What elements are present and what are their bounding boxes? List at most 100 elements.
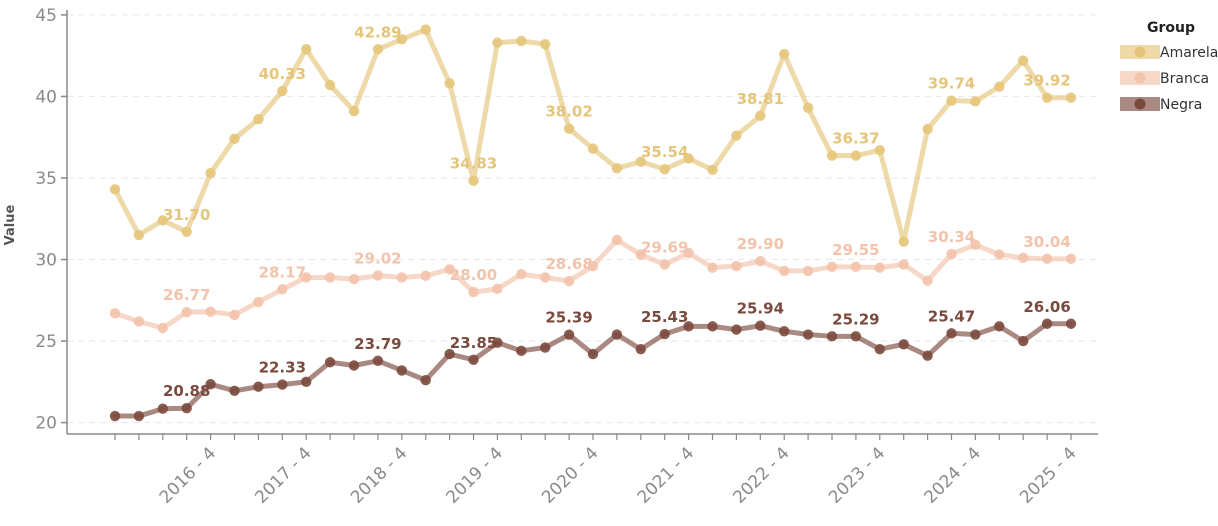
data-label: 26.77 [163, 286, 210, 304]
data-point [253, 381, 264, 392]
x-tick-label: 2022 - 4 [729, 443, 793, 507]
data-point [731, 260, 742, 272]
data-point [1065, 253, 1077, 265]
data-label: 35.54 [641, 143, 688, 161]
series-amarela [109, 24, 1077, 247]
data-point [874, 145, 885, 156]
legend-marker [1134, 72, 1146, 84]
data-point [850, 261, 862, 273]
data-label: 40.33 [259, 65, 306, 83]
data-point [874, 262, 885, 273]
data-point [1018, 335, 1029, 347]
data-label: 28.00 [450, 266, 497, 284]
data-point [922, 350, 933, 361]
data-point [659, 163, 670, 175]
data-point [157, 403, 168, 414]
data-point [850, 331, 862, 342]
data-label: 25.43 [641, 308, 688, 326]
legend-marker [1134, 46, 1146, 58]
data-point [229, 309, 240, 321]
data-point [779, 265, 790, 277]
data-point [229, 385, 240, 396]
data-point [444, 264, 455, 275]
x-tick-label: 2024 - 4 [921, 443, 985, 507]
data-point [468, 175, 479, 186]
data-point [229, 133, 240, 145]
data-point [826, 150, 838, 161]
y-axis-ticks: 20 25 30 35 40 45 [35, 6, 67, 434]
data-point [372, 44, 384, 55]
data-point [970, 239, 981, 251]
data-point [253, 114, 264, 125]
data-point [683, 247, 694, 259]
data-label: 25.39 [545, 309, 592, 327]
data-point [1041, 253, 1053, 265]
data-point [970, 96, 981, 107]
y-tick-label: 25 [35, 332, 57, 352]
x-tick-label: 2020 - 4 [538, 443, 602, 507]
data-point [109, 184, 121, 195]
data-point [181, 306, 192, 318]
data-point [874, 344, 885, 355]
data-point [516, 268, 527, 280]
data-point [1065, 92, 1077, 103]
data-label: 28.17 [259, 263, 306, 281]
data-point [731, 324, 742, 335]
data-point [850, 150, 862, 161]
series-line [112, 27, 1074, 245]
data-point [205, 379, 216, 390]
data-point [109, 308, 121, 319]
data-point [946, 248, 957, 260]
data-point [611, 162, 623, 174]
data-point [970, 329, 981, 340]
data-point [492, 283, 503, 295]
data-label: 29.02 [354, 249, 401, 267]
data-point [802, 102, 814, 114]
data-point [802, 329, 814, 340]
data-point [372, 270, 384, 281]
x-tick-label: 2017 - 4 [251, 443, 315, 507]
y-axis-label: Value [3, 204, 18, 245]
data-point [205, 306, 216, 317]
data-point [587, 143, 599, 154]
data-point [563, 329, 575, 340]
data-point [277, 85, 288, 97]
data-label: 39.92 [1023, 72, 1070, 90]
data-label: 23.79 [354, 335, 401, 353]
data-point [301, 272, 312, 283]
data-point [994, 321, 1005, 332]
x-axis-ticks: 2016 - 4 2017 - 4 2018 - 4 2019 - 4 2020 - 4… [114, 434, 1081, 508]
y-tick-label: 30 [35, 251, 57, 271]
y-tick-label: 45 [35, 6, 57, 26]
data-point [157, 215, 168, 226]
data-point [492, 37, 503, 48]
data-point [587, 260, 599, 272]
data-point [1041, 92, 1053, 103]
data-point [516, 345, 527, 357]
data-point [348, 273, 360, 285]
data-point [683, 153, 694, 164]
data-point [922, 123, 933, 135]
x-tick-label: 2023 - 4 [825, 443, 889, 507]
data-label: 22.33 [259, 359, 306, 377]
x-tick-label: 2018 - 4 [347, 443, 411, 507]
data-point [563, 275, 575, 287]
x-tick-label: 2021 - 4 [634, 443, 698, 507]
data-point [468, 354, 479, 365]
data-point [802, 265, 814, 277]
data-point [659, 328, 670, 340]
data-point [277, 284, 288, 295]
series-branca [109, 234, 1077, 334]
data-point [994, 249, 1005, 260]
data-point [994, 81, 1005, 92]
data-point [707, 321, 718, 332]
data-point [324, 79, 336, 91]
data-point [898, 259, 909, 270]
data-point [396, 365, 407, 376]
data-point [540, 342, 551, 353]
data-label: 29.90 [737, 235, 784, 253]
data-point [205, 167, 216, 179]
data-point [635, 344, 646, 355]
data-label: 30.34 [928, 228, 975, 246]
